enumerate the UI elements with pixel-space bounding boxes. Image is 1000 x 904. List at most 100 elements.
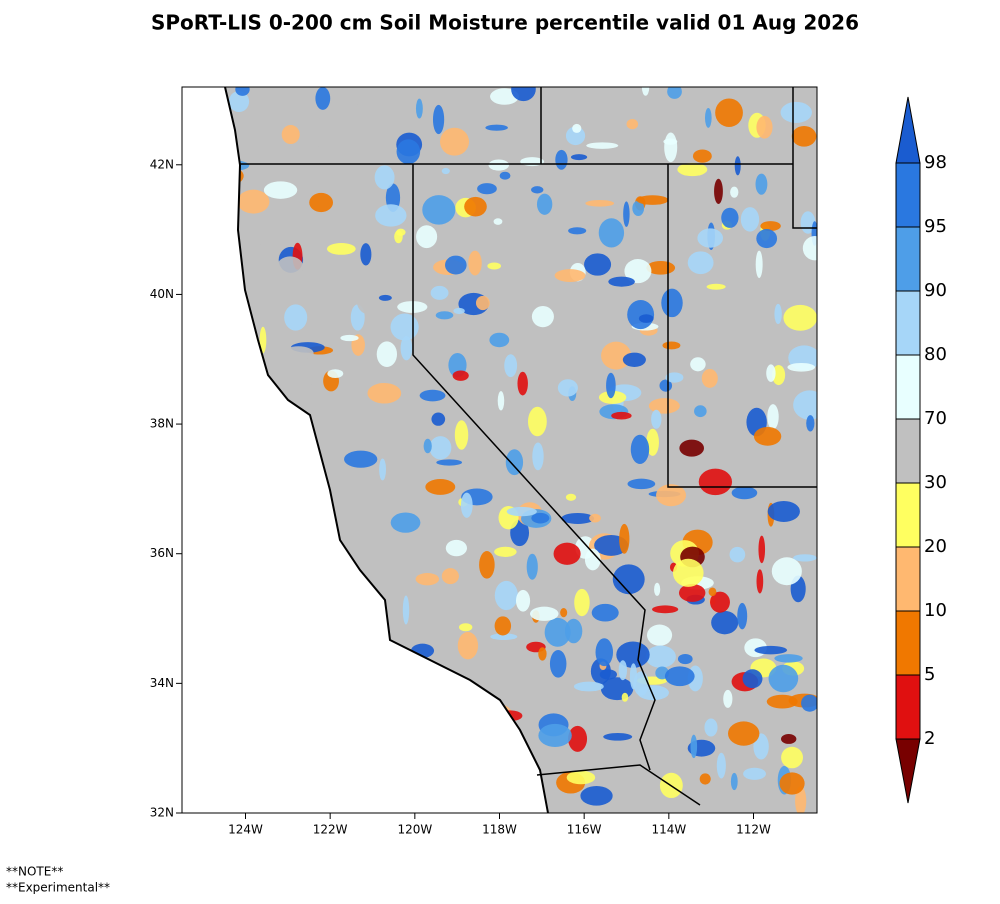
field-patch: [458, 623, 473, 632]
field-patch: [475, 295, 490, 311]
field-patch: [321, 355, 342, 362]
colorbar-label: 2: [924, 728, 935, 749]
field-patch: [555, 149, 568, 170]
field-patch: [494, 580, 518, 611]
field-patch: [379, 458, 387, 481]
field-patch: [572, 123, 582, 133]
field-patch: [263, 181, 298, 199]
field-patch: [340, 334, 359, 342]
field-patch: [586, 142, 619, 149]
field-patch: [367, 382, 402, 404]
field-patch: [564, 618, 583, 644]
field-patch: [646, 428, 659, 456]
field-patch: [690, 357, 706, 372]
colorbar-label: 30: [924, 472, 947, 493]
field-patch: [515, 589, 531, 612]
field-patch: [488, 159, 510, 171]
field-patch: [662, 341, 681, 350]
moisture-field: [225, 87, 817, 813]
field-patch: [791, 126, 817, 147]
field-patch: [721, 207, 739, 228]
field-patch: [568, 725, 588, 752]
field-patch: [630, 434, 650, 465]
x-tick-label: 122W: [313, 823, 348, 837]
field-patch: [781, 746, 804, 769]
x-tick-label: 118W: [482, 823, 517, 837]
field-patch: [611, 411, 632, 420]
field-patch: [601, 341, 632, 370]
title: SPoRT-LIS 0-200 cm Soil Moisture percent…: [151, 11, 859, 35]
field-patch: [344, 450, 378, 468]
field-patch: [283, 346, 314, 361]
field-patch: [659, 379, 673, 392]
y-tick-label: 32N: [150, 806, 174, 820]
field-patch: [626, 118, 639, 130]
field-patch: [740, 207, 760, 232]
field-patch: [360, 243, 372, 266]
field-patch: [419, 389, 446, 402]
colorbar-label: 10: [924, 600, 947, 621]
field-patch: [651, 409, 662, 429]
field-patch: [756, 115, 773, 139]
field-patch: [600, 677, 634, 701]
field-patch: [753, 733, 769, 760]
field-patch: [690, 734, 698, 759]
field-patch: [497, 391, 505, 411]
field-patch: [795, 786, 807, 813]
field-patch: [654, 582, 661, 596]
field-patch: [618, 660, 628, 681]
field-patch: [247, 224, 271, 245]
field-patch: [629, 663, 638, 690]
field-patch: [549, 649, 567, 678]
y-tick-label: 38N: [150, 417, 174, 431]
field-patch: [627, 300, 655, 330]
x-tick-label: 114W: [651, 823, 686, 837]
field-patch: [780, 101, 812, 123]
field-patch: [499, 171, 511, 180]
field-patch: [464, 196, 487, 217]
field-patch: [553, 542, 581, 565]
field-patch: [565, 493, 577, 501]
colorbar: 2 5 10 20 30 70 80 90 95 98: [895, 96, 947, 804]
field-patch: [568, 227, 587, 235]
field-patch: [672, 558, 704, 587]
colorbar-segment: [895, 354, 921, 420]
field-patch: [779, 772, 805, 795]
field-patch: [598, 218, 625, 248]
field-patch: [504, 354, 518, 378]
field-patch: [636, 195, 669, 205]
field-patch: [772, 364, 786, 386]
field-patch: [715, 98, 743, 128]
field-patch: [694, 405, 707, 418]
field-patch: [441, 167, 450, 175]
field-patch: [487, 262, 502, 270]
x-tick-label: 116W: [567, 823, 602, 837]
field-patch: [793, 554, 817, 562]
field-patch: [538, 647, 547, 661]
field-patch: [494, 616, 512, 636]
field-patch: [734, 156, 741, 176]
field-patch: [561, 512, 595, 524]
field-patch: [711, 610, 739, 635]
field-patch: [595, 638, 614, 667]
field-patch: [477, 183, 497, 195]
field-patch: [531, 305, 554, 328]
field-patch: [430, 285, 449, 300]
field-patch: [623, 201, 630, 227]
field-patch: [781, 733, 797, 744]
field-patch: [359, 511, 375, 534]
field-patch: [729, 546, 746, 563]
field-patch: [489, 332, 510, 348]
field-patch: [457, 631, 479, 660]
coastline: [224, 86, 549, 814]
field-patch: [402, 595, 410, 625]
field-patch: [527, 406, 547, 437]
field-patch: [708, 587, 717, 597]
field-patch: [531, 186, 544, 194]
field-patch: [445, 255, 467, 275]
colorbar-segment: [895, 162, 921, 228]
colorbar-end: [895, 738, 921, 804]
field-patch: [284, 304, 308, 331]
field-patch: [766, 364, 776, 382]
field-patch: [677, 653, 693, 665]
